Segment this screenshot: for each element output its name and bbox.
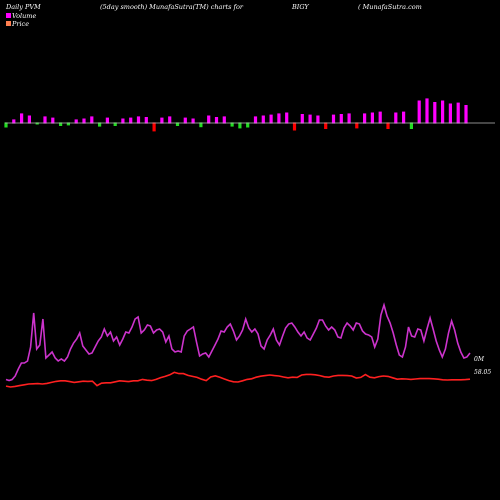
volume-bar — [121, 118, 125, 124]
volume-bar — [402, 111, 406, 124]
volume-bar — [175, 122, 180, 126]
volume-bar — [82, 118, 86, 124]
volume-bar — [394, 112, 398, 124]
volume-bar — [363, 113, 367, 124]
volume-bar — [113, 122, 117, 126]
volume-bar — [448, 103, 452, 124]
price-last-label: 58.05 — [474, 369, 491, 376]
volume-bar — [347, 113, 351, 124]
volume-bar — [105, 117, 109, 124]
volume-bar — [386, 122, 390, 129]
volume-bar — [378, 111, 382, 124]
volume-bar — [183, 117, 187, 124]
volume-bar — [277, 113, 281, 124]
header-mid: (5day smooth) MunafaSutra(TM) charts for — [100, 3, 244, 11]
volume-bar — [27, 115, 31, 124]
volume-bar — [308, 114, 312, 124]
volume-bar — [316, 115, 320, 124]
header-right: ( MunafaSutra.com — [358, 3, 422, 11]
volume-bar — [98, 122, 102, 127]
volume-bar — [409, 122, 413, 129]
volume-bar — [168, 116, 172, 124]
volume-bar — [12, 119, 16, 124]
volume-bar — [261, 115, 265, 124]
header-symbol: BIGY — [291, 3, 309, 11]
volume-smooth-line — [5, 302, 471, 382]
volume-bar — [191, 118, 195, 124]
price-line — [5, 371, 471, 388]
volume-bar — [331, 114, 336, 124]
legend-volume-label: Volume — [12, 12, 36, 20]
volume-bar — [269, 114, 273, 124]
volume-bar — [253, 116, 258, 124]
volume-bar — [417, 100, 421, 124]
volume-bar — [43, 116, 47, 124]
volume-bar — [207, 115, 211, 124]
volume-bar — [285, 112, 289, 124]
header-left: Daily PVM — [5, 3, 41, 11]
volume-bar — [129, 117, 133, 124]
volume-bar — [339, 114, 343, 124]
legend-volume-swatch — [6, 13, 11, 18]
volume-bar — [370, 112, 374, 124]
volume-bar — [238, 122, 242, 129]
legend-price-swatch — [6, 21, 11, 26]
volume-bar — [425, 98, 429, 124]
volume-bar — [136, 116, 141, 124]
volume-bar — [324, 122, 328, 129]
volume-bar — [441, 100, 445, 124]
volume-bar — [355, 122, 359, 129]
volume-bar — [433, 102, 437, 124]
volume-bar — [66, 122, 70, 126]
volume-bar — [90, 116, 94, 124]
volume-bar — [59, 122, 63, 126]
volume-bar — [300, 114, 304, 124]
volume-bar — [160, 117, 164, 124]
volume-bar — [199, 122, 203, 128]
volume-bar — [292, 122, 297, 131]
volume-bar — [4, 122, 8, 128]
volume-bar — [214, 117, 219, 124]
legend-price-label: Price — [11, 20, 29, 28]
volume-bar — [246, 122, 250, 128]
volume-bar — [35, 122, 39, 125]
volume-bars — [4, 98, 468, 132]
volume-bar — [464, 105, 468, 124]
volume-bar — [456, 102, 460, 124]
volume-bar — [230, 122, 234, 127]
volume-bar — [74, 119, 78, 124]
volume-bar — [144, 117, 148, 124]
volume-bar — [51, 117, 55, 124]
volume-bar — [152, 122, 156, 132]
volume-bar — [20, 113, 24, 124]
volume-last-label: 0M — [474, 356, 485, 363]
volume-bar — [222, 116, 226, 124]
